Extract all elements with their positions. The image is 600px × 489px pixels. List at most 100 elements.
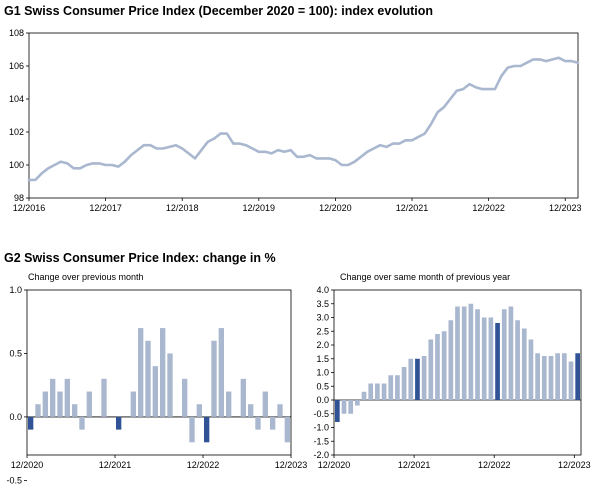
g2-left-bar [255,416,261,430]
g2-left-y-tick-label: -0.5 [6,475,22,485]
g2-left-subtitle: Change over previous month [28,272,144,282]
g2-right-y-tick-label: 1.0 [316,368,329,378]
g2-right-bar [348,400,354,414]
g2-left-bar [277,404,283,417]
g2-left-bar-december [28,416,34,430]
g2-right-y-tick-label: 2.0 [316,340,329,350]
g2-right-y-tick-label: -1.0 [313,423,329,433]
g2-right-x-tick-label: 12/2023 [558,460,591,470]
g2-left-x-tick-label: 12/2023 [275,460,308,470]
g2-right-bar [541,356,547,400]
g1-x-tick-label: 12/2022 [472,203,505,213]
g2-left-y-tick-label: 1.0 [9,285,22,295]
g2-left-bar-december [204,416,210,443]
g2-right-bar [508,306,514,400]
g2-left-bar [79,416,85,430]
g1-y-tick-label: 102 [9,127,24,137]
g2-left-bar [35,404,41,417]
g2-right-bar [408,358,414,400]
g1-x-tick-label: 12/2021 [396,203,429,213]
g2-right-x-tick-label: 12/2020 [318,460,351,470]
g1-plot-frame [28,32,579,199]
g2-left-bar [284,416,290,443]
g2-left-bar [226,391,232,417]
g2-right-y-tick-label: 0.0 [316,395,329,405]
g2-right-y-tick-label: -2.0 [313,450,329,460]
g2-left-bar [211,340,217,417]
g2-right-bar [548,356,554,400]
g2-right-bar [368,383,374,400]
g2-right-bar [501,309,507,400]
g2-right-bar [441,331,447,400]
g2-right-y-tick-label: 4.0 [316,285,329,295]
g2-right-bar [468,303,474,400]
g2-left-bar [270,416,276,430]
g2-right-bar [401,367,407,400]
g2-left-bar [57,391,63,417]
g2-right-y-tick-label: 3.5 [316,299,329,309]
g2-right-subtitle: Change over same month of previous year [340,272,511,282]
g2-left-bar [86,391,92,417]
g2-right-bar [521,328,527,400]
g2-left-bar [130,391,136,417]
g2-left-bar [101,378,107,417]
g2-right-bar [435,334,440,400]
g2-left-bar [152,366,158,417]
g2-left-bar [72,404,78,417]
g1-y-tick-label: 108 [9,28,24,38]
g2-right-bar [381,383,387,400]
g1-y-tick-label: 104 [9,94,24,104]
g2-left-bar [218,328,224,417]
g2-right-bar [395,375,400,400]
g1-x-tick-label: 12/2016 [13,203,46,213]
g2-left-bar [145,340,151,417]
g2-right-bar [528,339,534,400]
g2-left-bar [138,328,144,417]
g2-right-bar [568,361,574,400]
g2-left-x-tick-label: 12/2021 [99,460,132,470]
g2-right-y-tick-label: 3.0 [316,313,329,323]
g2-right-bar [341,400,347,414]
g2-chart-title: G2 Swiss Consumer Price Index: change in… [4,251,276,265]
g2-left-bar [248,404,254,417]
g2-right-bar [375,383,380,400]
g1-x-tick-label: 12/2020 [319,203,352,213]
g2-right-bar-december [415,358,420,400]
g2-right-y-tick-label: 0.5 [316,381,329,391]
g1-chart-title: G1 Swiss Consumer Price Index (December … [4,4,433,18]
g2-right-bar [488,317,494,400]
g2-left-bar [240,378,246,417]
g2-right-bar-december [495,323,500,400]
g2-left-x-tick-label: 12/2020 [11,460,44,470]
g2-right-bar [361,391,367,400]
g2-right-bar [535,353,540,400]
g2-right-x-tick-label: 12/2021 [398,460,431,470]
g2-left-y-tick-label: 0.5 [9,348,22,358]
g1-y-tick-label: 106 [9,61,24,71]
g2-right-bar [355,400,360,406]
g2-right-bar [481,317,487,400]
g2-left-bar [160,328,166,417]
g2-left-bar [196,404,202,417]
g2-right-bar [388,375,394,400]
g1-x-tick-label: 12/2023 [549,203,582,213]
g2-right-bar [421,356,427,400]
g2-left-y-tick-label: 0.0 [9,412,22,422]
g1-x-tick-label: 12/2019 [243,203,276,213]
g2-right-bar [428,339,434,400]
g2-left-bar [42,391,48,417]
g2-right-bar [461,306,467,400]
g2-left-bar [167,353,173,417]
g2-right-bar-december [335,400,340,422]
g2-right-y-tick-label: 2.5 [316,326,329,336]
g1-x-tick-label: 12/2017 [89,203,122,213]
g2-left-bar [182,378,188,417]
g2-left-bar [262,391,268,417]
g2-right-bar-december [575,353,580,400]
g2-right-y-tick-label: -1.5 [313,436,329,446]
g1-x-tick-label: 12/2018 [166,203,199,213]
g1-y-tick-label: 100 [9,160,24,170]
g2-right-bar [561,353,567,400]
g1-cpi-series-line [27,56,580,182]
g2-left-bar [64,378,70,417]
